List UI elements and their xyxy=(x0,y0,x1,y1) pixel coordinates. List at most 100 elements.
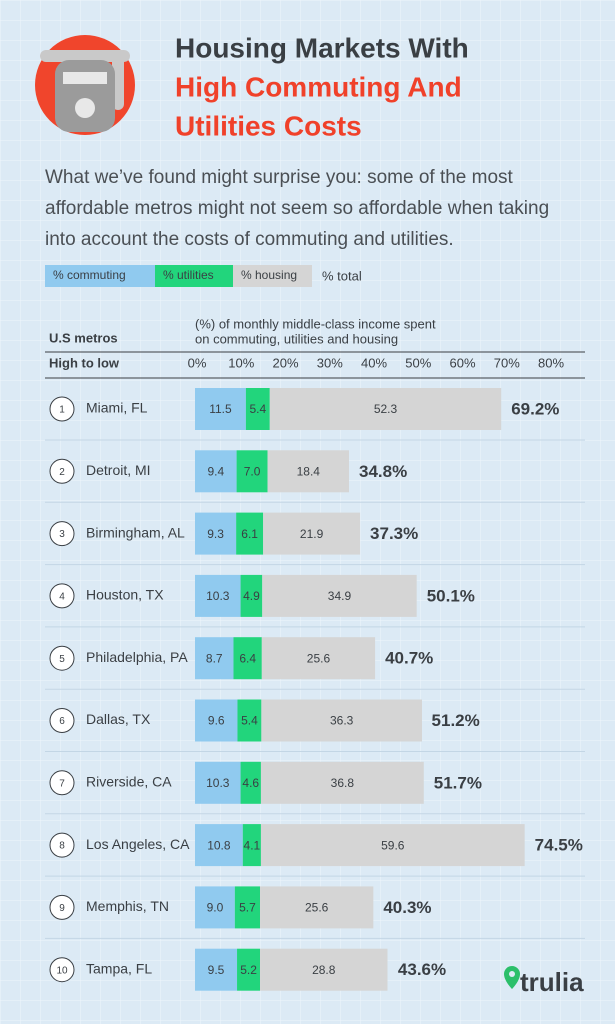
bar-segment xyxy=(245,388,270,430)
segment-label: 5.7 xyxy=(239,901,256,915)
category-label: Houston, TX xyxy=(86,587,164,603)
legend-swatch xyxy=(155,265,233,287)
rank-label: 4 xyxy=(59,592,65,603)
total-label: 51.2% xyxy=(432,711,480,730)
title: High Commuting And xyxy=(175,71,462,102)
total-label: 74.5% xyxy=(535,836,583,855)
bar-segment xyxy=(195,886,235,929)
segment-label: 10.3 xyxy=(206,589,230,603)
rank-badge xyxy=(49,770,75,796)
title: Utilities Costs xyxy=(175,110,362,141)
segment-label: 4.9 xyxy=(243,589,260,603)
subtitle: What we’ve found might surprise you: som… xyxy=(45,167,550,250)
logo: trulia xyxy=(504,966,584,997)
rank-badge xyxy=(49,458,75,484)
total-label: 40.7% xyxy=(385,649,433,668)
category-label: Miami, FL xyxy=(86,400,148,416)
rank-label: 2 xyxy=(59,467,65,478)
bar-segment xyxy=(195,948,238,991)
rank-label: 6 xyxy=(59,716,65,727)
segment-label: 6.1 xyxy=(241,527,258,541)
segment-label: 9.4 xyxy=(207,464,224,478)
rank-label: 5 xyxy=(59,654,65,665)
rank-badge xyxy=(49,521,75,547)
rank-badge xyxy=(49,645,75,671)
x-tick-label: 20% xyxy=(272,355,298,370)
rank-label: 3 xyxy=(59,529,65,540)
category-label: Philadelphia, PA xyxy=(86,649,188,665)
segment-label: 5.2 xyxy=(240,963,257,977)
segment-label: 9.5 xyxy=(208,963,225,977)
bar-segment xyxy=(195,824,243,867)
segment-label: 5.4 xyxy=(249,402,266,416)
bar-segment xyxy=(262,574,417,617)
bar-segment xyxy=(236,450,268,493)
logo-text: trulia xyxy=(520,967,584,997)
rank-label: 10 xyxy=(56,965,68,976)
bar-segment xyxy=(261,699,423,742)
rank-badge xyxy=(49,396,75,422)
bar-segment xyxy=(260,761,424,804)
rank-label: 7 xyxy=(59,778,65,789)
segment-label: 25.6 xyxy=(305,901,329,915)
bar-segment xyxy=(195,699,238,742)
bar-segment xyxy=(260,824,525,867)
segment-label: 34.9 xyxy=(328,589,352,603)
category-label: Dallas, TX xyxy=(86,711,151,727)
legend-label: % housing xyxy=(241,268,297,282)
segment-label: 9.6 xyxy=(208,714,225,728)
title: Housing Markets With xyxy=(175,32,469,63)
segment-label: 52.3 xyxy=(374,402,398,416)
total-label: 69.2% xyxy=(511,399,559,418)
order-label: High to low xyxy=(49,355,120,370)
segment-label: 36.3 xyxy=(330,714,354,728)
x-tick-label: 0% xyxy=(188,355,207,370)
bar-segment xyxy=(195,637,234,680)
bar-segment xyxy=(237,948,261,991)
legend-swatch xyxy=(233,265,312,287)
bar-segment xyxy=(240,574,263,617)
bar-segment xyxy=(195,574,241,617)
category-label: Los Angeles, CA xyxy=(86,836,190,852)
segment-label: 9.3 xyxy=(207,527,224,541)
segment-label: 8.7 xyxy=(206,651,223,665)
legend-swatch xyxy=(45,265,155,287)
x-tick-label: 70% xyxy=(494,355,520,370)
x-tick-label: 60% xyxy=(449,355,475,370)
segment-label: 25.6 xyxy=(307,651,331,665)
segment-label: 10.3 xyxy=(206,776,230,790)
total-label: 40.3% xyxy=(383,898,431,917)
category-label: Detroit, MI xyxy=(86,462,151,478)
segment-label: 28.8 xyxy=(312,963,336,977)
total-label: 43.6% xyxy=(398,960,446,979)
bar-segment xyxy=(260,948,388,991)
x-tick-label: 30% xyxy=(317,355,343,370)
legend-label: % utilities xyxy=(163,268,214,282)
segment-label: 4.1 xyxy=(244,838,261,852)
legend-label: % total xyxy=(322,268,362,283)
bar-segment xyxy=(269,388,502,430)
bar-segment xyxy=(233,637,262,680)
category-header: U.S metros xyxy=(49,330,118,345)
total-label: 37.3% xyxy=(370,524,418,543)
bar-segment xyxy=(267,450,349,493)
segment-label: 36.8 xyxy=(331,776,355,790)
bar-segment xyxy=(195,761,241,804)
segment-label: 9.0 xyxy=(207,901,224,915)
segment-label: 21.9 xyxy=(300,527,324,541)
rank-badge xyxy=(49,957,75,983)
segment-label: 4.6 xyxy=(242,776,259,790)
rank-badge xyxy=(49,832,75,858)
total-label: 50.1% xyxy=(427,586,475,605)
bar-segment xyxy=(263,512,361,555)
axis-label: (%) of monthly middle-class income spent xyxy=(195,316,436,331)
x-tick-label: 40% xyxy=(361,355,387,370)
bar-segment xyxy=(195,388,246,430)
bar-segment xyxy=(236,512,264,555)
bar-segment xyxy=(195,450,237,493)
bar-segment xyxy=(195,512,237,555)
bar-segment xyxy=(237,699,262,742)
x-tick-label: 50% xyxy=(405,355,431,370)
